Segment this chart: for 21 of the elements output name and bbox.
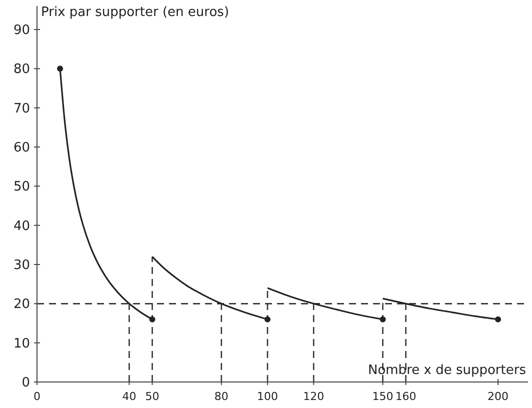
y-tick-label: 70 — [13, 101, 30, 116]
y-tick-label: 10 — [13, 336, 30, 352]
x-tick-label: 160 — [395, 390, 416, 403]
x-tick-label: 50 — [145, 390, 160, 403]
y-tick-label: 60 — [13, 140, 30, 156]
x-axis-title: Nombre x de supporters — [368, 363, 526, 378]
x-tick-label: 150 — [372, 390, 394, 403]
x-tick-label: 120 — [303, 390, 324, 403]
y-tick-label: 50 — [13, 180, 30, 195]
x-tick-label: 100 — [257, 390, 278, 403]
y-tick-label: 20 — [13, 297, 30, 312]
x-tick-label: 40 — [122, 390, 136, 403]
y-tick-label: 90 — [13, 23, 30, 38]
x-tick-label: 0 — [34, 390, 40, 403]
x-tick-label: 80 — [214, 390, 228, 403]
y-axis-title: Prix par supporter (en euros) — [41, 5, 230, 20]
y-tick-label: 30 — [13, 258, 30, 274]
y-tick-label: 80 — [13, 62, 30, 78]
y-tick-label: 40 — [13, 218, 30, 234]
x-tick-label: 200 — [488, 390, 509, 403]
y-tick-label: 0 — [22, 376, 30, 391]
